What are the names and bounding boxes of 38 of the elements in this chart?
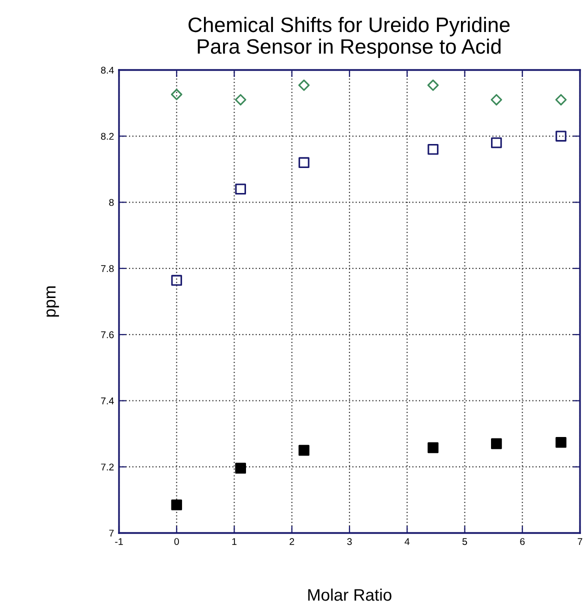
y-tick-label: 8: [109, 199, 114, 206]
y-tick-label: 7.4: [101, 398, 114, 404]
point: [170, 88, 182, 100]
x-tick-label: -1: [115, 538, 123, 545]
y-tick-label: 7.6: [101, 331, 114, 338]
y-tick-label: 7.2: [101, 464, 114, 470]
point: [171, 499, 182, 510]
point: [555, 94, 567, 106]
point: [298, 444, 310, 456]
x-tick-label: 4: [404, 538, 410, 545]
y-tick-label: 8.2: [101, 132, 114, 140]
point: [234, 94, 246, 106]
point: [235, 462, 246, 474]
x-axis-title: Molar Ratio: [308, 588, 392, 601]
point: [490, 94, 502, 106]
point: [428, 442, 438, 454]
point: [428, 144, 438, 155]
x-tick-label: 5: [462, 538, 468, 545]
point: [491, 137, 502, 148]
y-axis-title: ppm: [46, 286, 59, 317]
point: [298, 157, 310, 168]
x-tick-label: 6: [520, 538, 525, 545]
point: [556, 130, 566, 142]
x-tick-label: 2: [290, 538, 294, 545]
point: [298, 80, 310, 91]
x-tick-label: 1: [232, 538, 236, 545]
chart-title: Chemical Shifts for Ureido Pyridine Para Sensor in Response to Acid: [188, 16, 510, 58]
x-tick-label: 3: [347, 538, 352, 545]
y-tick-label: 7: [109, 530, 114, 537]
x-tick-label: 0: [174, 538, 179, 545]
point: [235, 184, 246, 194]
y-tick-label: 8.4: [101, 66, 114, 74]
point: [556, 436, 566, 448]
x-tick-label: 7: [578, 538, 582, 545]
y-tick-label: 7.8: [101, 265, 114, 272]
point: [491, 438, 502, 450]
point: [427, 80, 439, 91]
point: [171, 274, 182, 286]
